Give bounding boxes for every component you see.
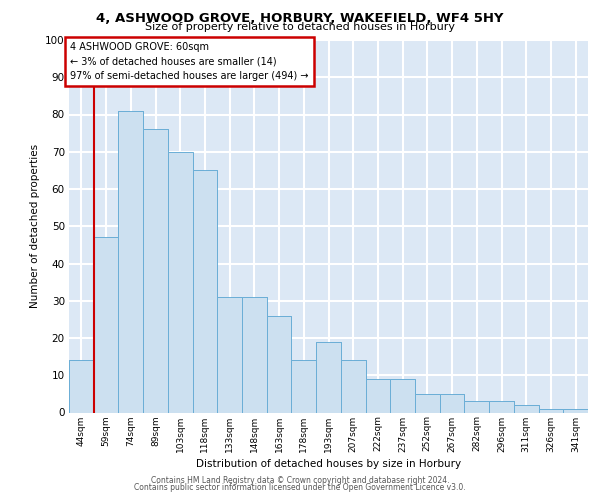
Bar: [118, 111, 143, 412]
Bar: [316, 342, 341, 412]
Bar: [94, 238, 118, 412]
Bar: [365, 379, 390, 412]
Bar: [193, 170, 217, 412]
Bar: [440, 394, 464, 412]
Bar: [242, 297, 267, 412]
Bar: [193, 170, 217, 412]
Bar: [390, 379, 415, 412]
Bar: [464, 402, 489, 412]
Bar: [489, 402, 514, 412]
Bar: [69, 360, 94, 412]
Bar: [563, 409, 588, 412]
Bar: [292, 360, 316, 412]
Bar: [390, 379, 415, 412]
Bar: [514, 405, 539, 412]
Bar: [316, 342, 341, 412]
Text: 4, ASHWOOD GROVE, HORBURY, WAKEFIELD, WF4 5HY: 4, ASHWOOD GROVE, HORBURY, WAKEFIELD, WF…: [96, 12, 504, 26]
Bar: [118, 111, 143, 412]
Bar: [292, 360, 316, 412]
Bar: [365, 379, 390, 412]
Text: Contains HM Land Registry data © Crown copyright and database right 2024.: Contains HM Land Registry data © Crown c…: [151, 476, 449, 485]
Bar: [563, 409, 588, 412]
Text: 4 ASHWOOD GROVE: 60sqm
← 3% of detached houses are smaller (14)
97% of semi-deta: 4 ASHWOOD GROVE: 60sqm ← 3% of detached …: [70, 42, 309, 82]
Bar: [94, 238, 118, 412]
X-axis label: Distribution of detached houses by size in Horbury: Distribution of detached houses by size …: [196, 458, 461, 468]
Text: Size of property relative to detached houses in Horbury: Size of property relative to detached ho…: [145, 22, 455, 32]
Bar: [217, 297, 242, 412]
Bar: [242, 297, 267, 412]
Bar: [489, 402, 514, 412]
Bar: [267, 316, 292, 412]
Bar: [217, 297, 242, 412]
Bar: [341, 360, 365, 412]
Bar: [415, 394, 440, 412]
Bar: [143, 130, 168, 412]
Bar: [415, 394, 440, 412]
Bar: [168, 152, 193, 412]
Bar: [168, 152, 193, 412]
Bar: [514, 405, 539, 412]
Bar: [69, 360, 94, 412]
Bar: [464, 402, 489, 412]
Bar: [539, 409, 563, 412]
Bar: [143, 130, 168, 412]
Bar: [267, 316, 292, 412]
Bar: [539, 409, 563, 412]
Y-axis label: Number of detached properties: Number of detached properties: [29, 144, 40, 308]
Text: Contains public sector information licensed under the Open Government Licence v3: Contains public sector information licen…: [134, 484, 466, 492]
Bar: [440, 394, 464, 412]
Bar: [341, 360, 365, 412]
